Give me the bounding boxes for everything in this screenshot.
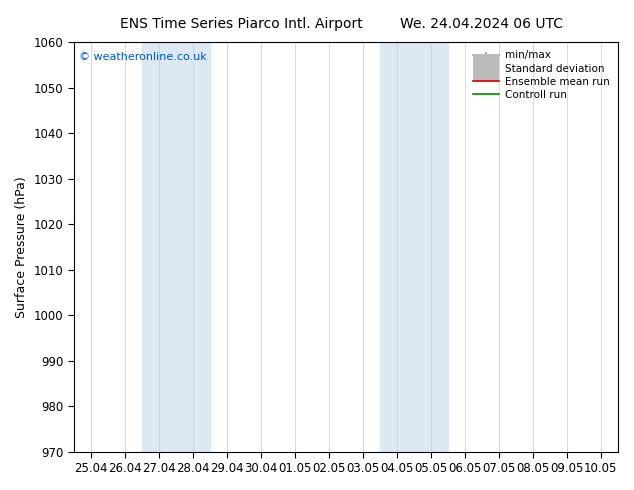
Bar xyxy=(142,42,210,452)
Y-axis label: Surface Pressure (hPa): Surface Pressure (hPa) xyxy=(15,176,28,318)
Text: © weatheronline.co.uk: © weatheronline.co.uk xyxy=(79,52,207,62)
Legend: min/max, Standard deviation, Ensemble mean run, Controll run: min/max, Standard deviation, Ensemble me… xyxy=(470,47,612,103)
Text: We. 24.04.2024 06 UTC: We. 24.04.2024 06 UTC xyxy=(400,17,564,31)
Bar xyxy=(380,42,448,452)
Text: ENS Time Series Piarco Intl. Airport: ENS Time Series Piarco Intl. Airport xyxy=(120,17,362,31)
